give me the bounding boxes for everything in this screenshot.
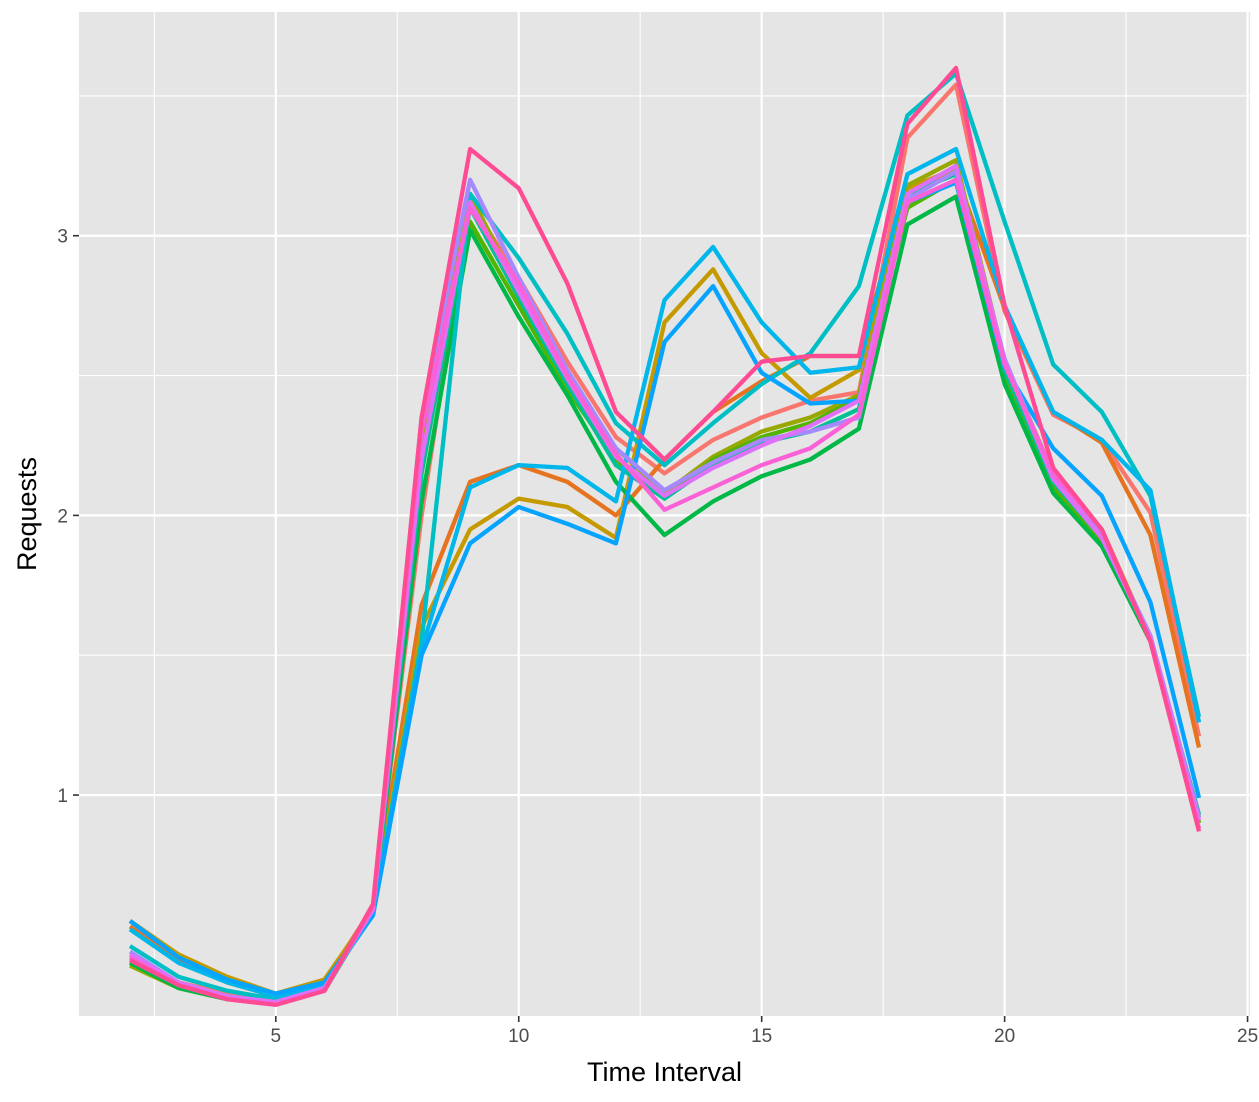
y-axis-title: Requests (12, 457, 42, 571)
series-line-14 (129, 65, 1202, 1007)
y-tick-label: 2 (57, 506, 68, 527)
x-tick-label: 5 (270, 1026, 281, 1047)
grid (79, 12, 1250, 1016)
series-line-9 (128, 146, 1202, 999)
x-tick-label: 15 (751, 1026, 772, 1047)
y-tick-label: 1 (57, 786, 68, 807)
x-tick-label: 25 (1237, 1026, 1258, 1047)
x-axis: 5 10 15 20 25 (270, 1016, 1258, 1047)
series-lines (128, 65, 1202, 1007)
y-axis: 1 2 3 (57, 227, 79, 807)
x-tick-label: 20 (994, 1026, 1015, 1047)
y-tick-label: 3 (57, 227, 68, 248)
x-axis-title: Time Interval (587, 1057, 742, 1087)
plot-panel (79, 12, 1250, 1016)
x-tick-label: 10 (508, 1026, 529, 1047)
